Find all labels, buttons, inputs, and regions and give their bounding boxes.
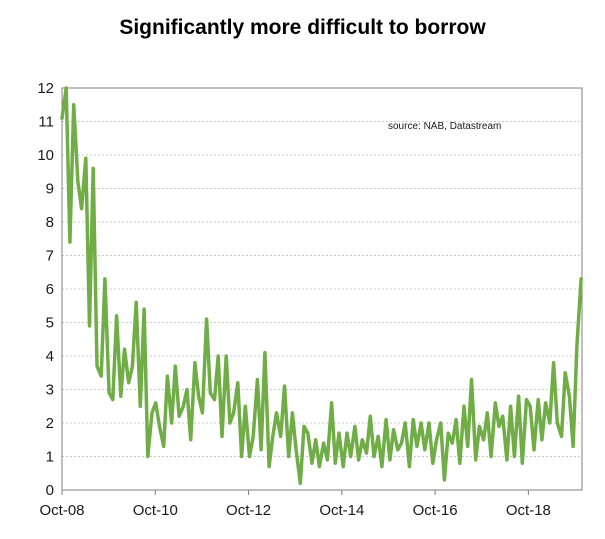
gridlines bbox=[62, 87, 582, 457]
chart-title: Significantly more difficult to borrow bbox=[119, 16, 486, 39]
x-tick-label: Oct-18 bbox=[506, 502, 551, 519]
y-tick-label: 7 bbox=[46, 248, 54, 265]
y-tick-label: 4 bbox=[46, 348, 54, 365]
x-axis-ticks: Oct-08 Oct-10 Oct-12 Oct-14 Oct-16 Oct-18 bbox=[39, 490, 551, 519]
x-tick-label: Oct-16 bbox=[413, 502, 458, 519]
x-tick-label: Oct-12 bbox=[226, 502, 271, 519]
y-tick-label: 8 bbox=[46, 214, 54, 231]
x-tick-label: Oct-14 bbox=[319, 502, 364, 519]
y-tick-label: 5 bbox=[46, 315, 54, 332]
y-tick-label: 10 bbox=[37, 147, 54, 164]
x-tick-label: Oct-10 bbox=[133, 502, 178, 519]
y-tick-label: 0 bbox=[46, 482, 54, 499]
y-tick-label: 2 bbox=[46, 415, 54, 432]
x-tick-label: Oct-08 bbox=[39, 502, 84, 519]
y-tick-label: 9 bbox=[46, 181, 54, 198]
source-annotation: source: NAB, Datastream bbox=[388, 121, 501, 132]
y-tick-label: 1 bbox=[46, 449, 54, 466]
y-tick-label: 11 bbox=[38, 114, 54, 131]
series-group bbox=[60, 86, 583, 486]
series-line-0 bbox=[60, 86, 583, 486]
y-tick-label: 3 bbox=[46, 382, 54, 399]
y-tick-label: 12 bbox=[37, 80, 54, 97]
y-tick-label: 6 bbox=[46, 281, 54, 298]
